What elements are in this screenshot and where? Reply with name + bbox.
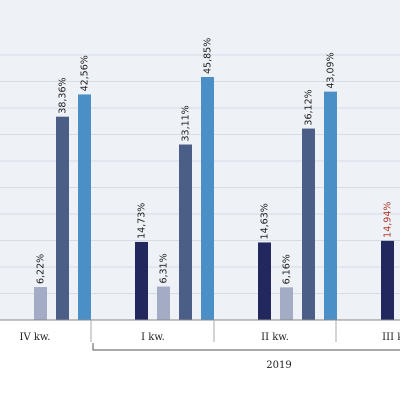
bar: [56, 116, 69, 320]
data-labels-group: 6,22% 38,36% 42,56% 14,73% 6,31% 33,11% 45,85%…: [36, 38, 394, 285]
bar: [324, 91, 337, 320]
bars-group: [34, 76, 394, 321]
data-label: 45,85%: [203, 38, 214, 74]
x-axis: IV kw. I kw. II kw. III kw.: [0, 319, 400, 351]
data-label: 38,36%: [58, 77, 69, 113]
data-label: 14,94%: [383, 202, 394, 238]
bar: [280, 287, 293, 320]
bar: [381, 240, 394, 320]
bar: [179, 144, 192, 320]
bar: [258, 242, 271, 320]
bar: [201, 76, 214, 321]
category-tick-label: IV kw.: [20, 332, 51, 343]
data-label: 14,63%: [260, 203, 271, 239]
year-label: 2019: [266, 360, 291, 371]
bar: [157, 286, 170, 320]
data-label: 6,31%: [159, 253, 170, 283]
bar: [78, 94, 91, 320]
data-label: 42,56%: [80, 55, 91, 91]
data-label: 14,73%: [137, 203, 148, 239]
bar: [34, 287, 47, 320]
category-tick-label: III kw.: [382, 332, 400, 343]
data-label: 6,22%: [36, 254, 47, 284]
bar: [135, 241, 148, 320]
year-bracket: [92, 343, 400, 351]
category-tick-label: I kw.: [141, 332, 165, 343]
data-label: 43,09%: [326, 52, 337, 88]
category-tick-label: II kw.: [261, 332, 289, 343]
bar: [302, 128, 315, 320]
data-label: 33,11%: [181, 105, 192, 141]
data-label: 6,16%: [282, 254, 293, 284]
data-label: 36,12%: [304, 89, 315, 125]
